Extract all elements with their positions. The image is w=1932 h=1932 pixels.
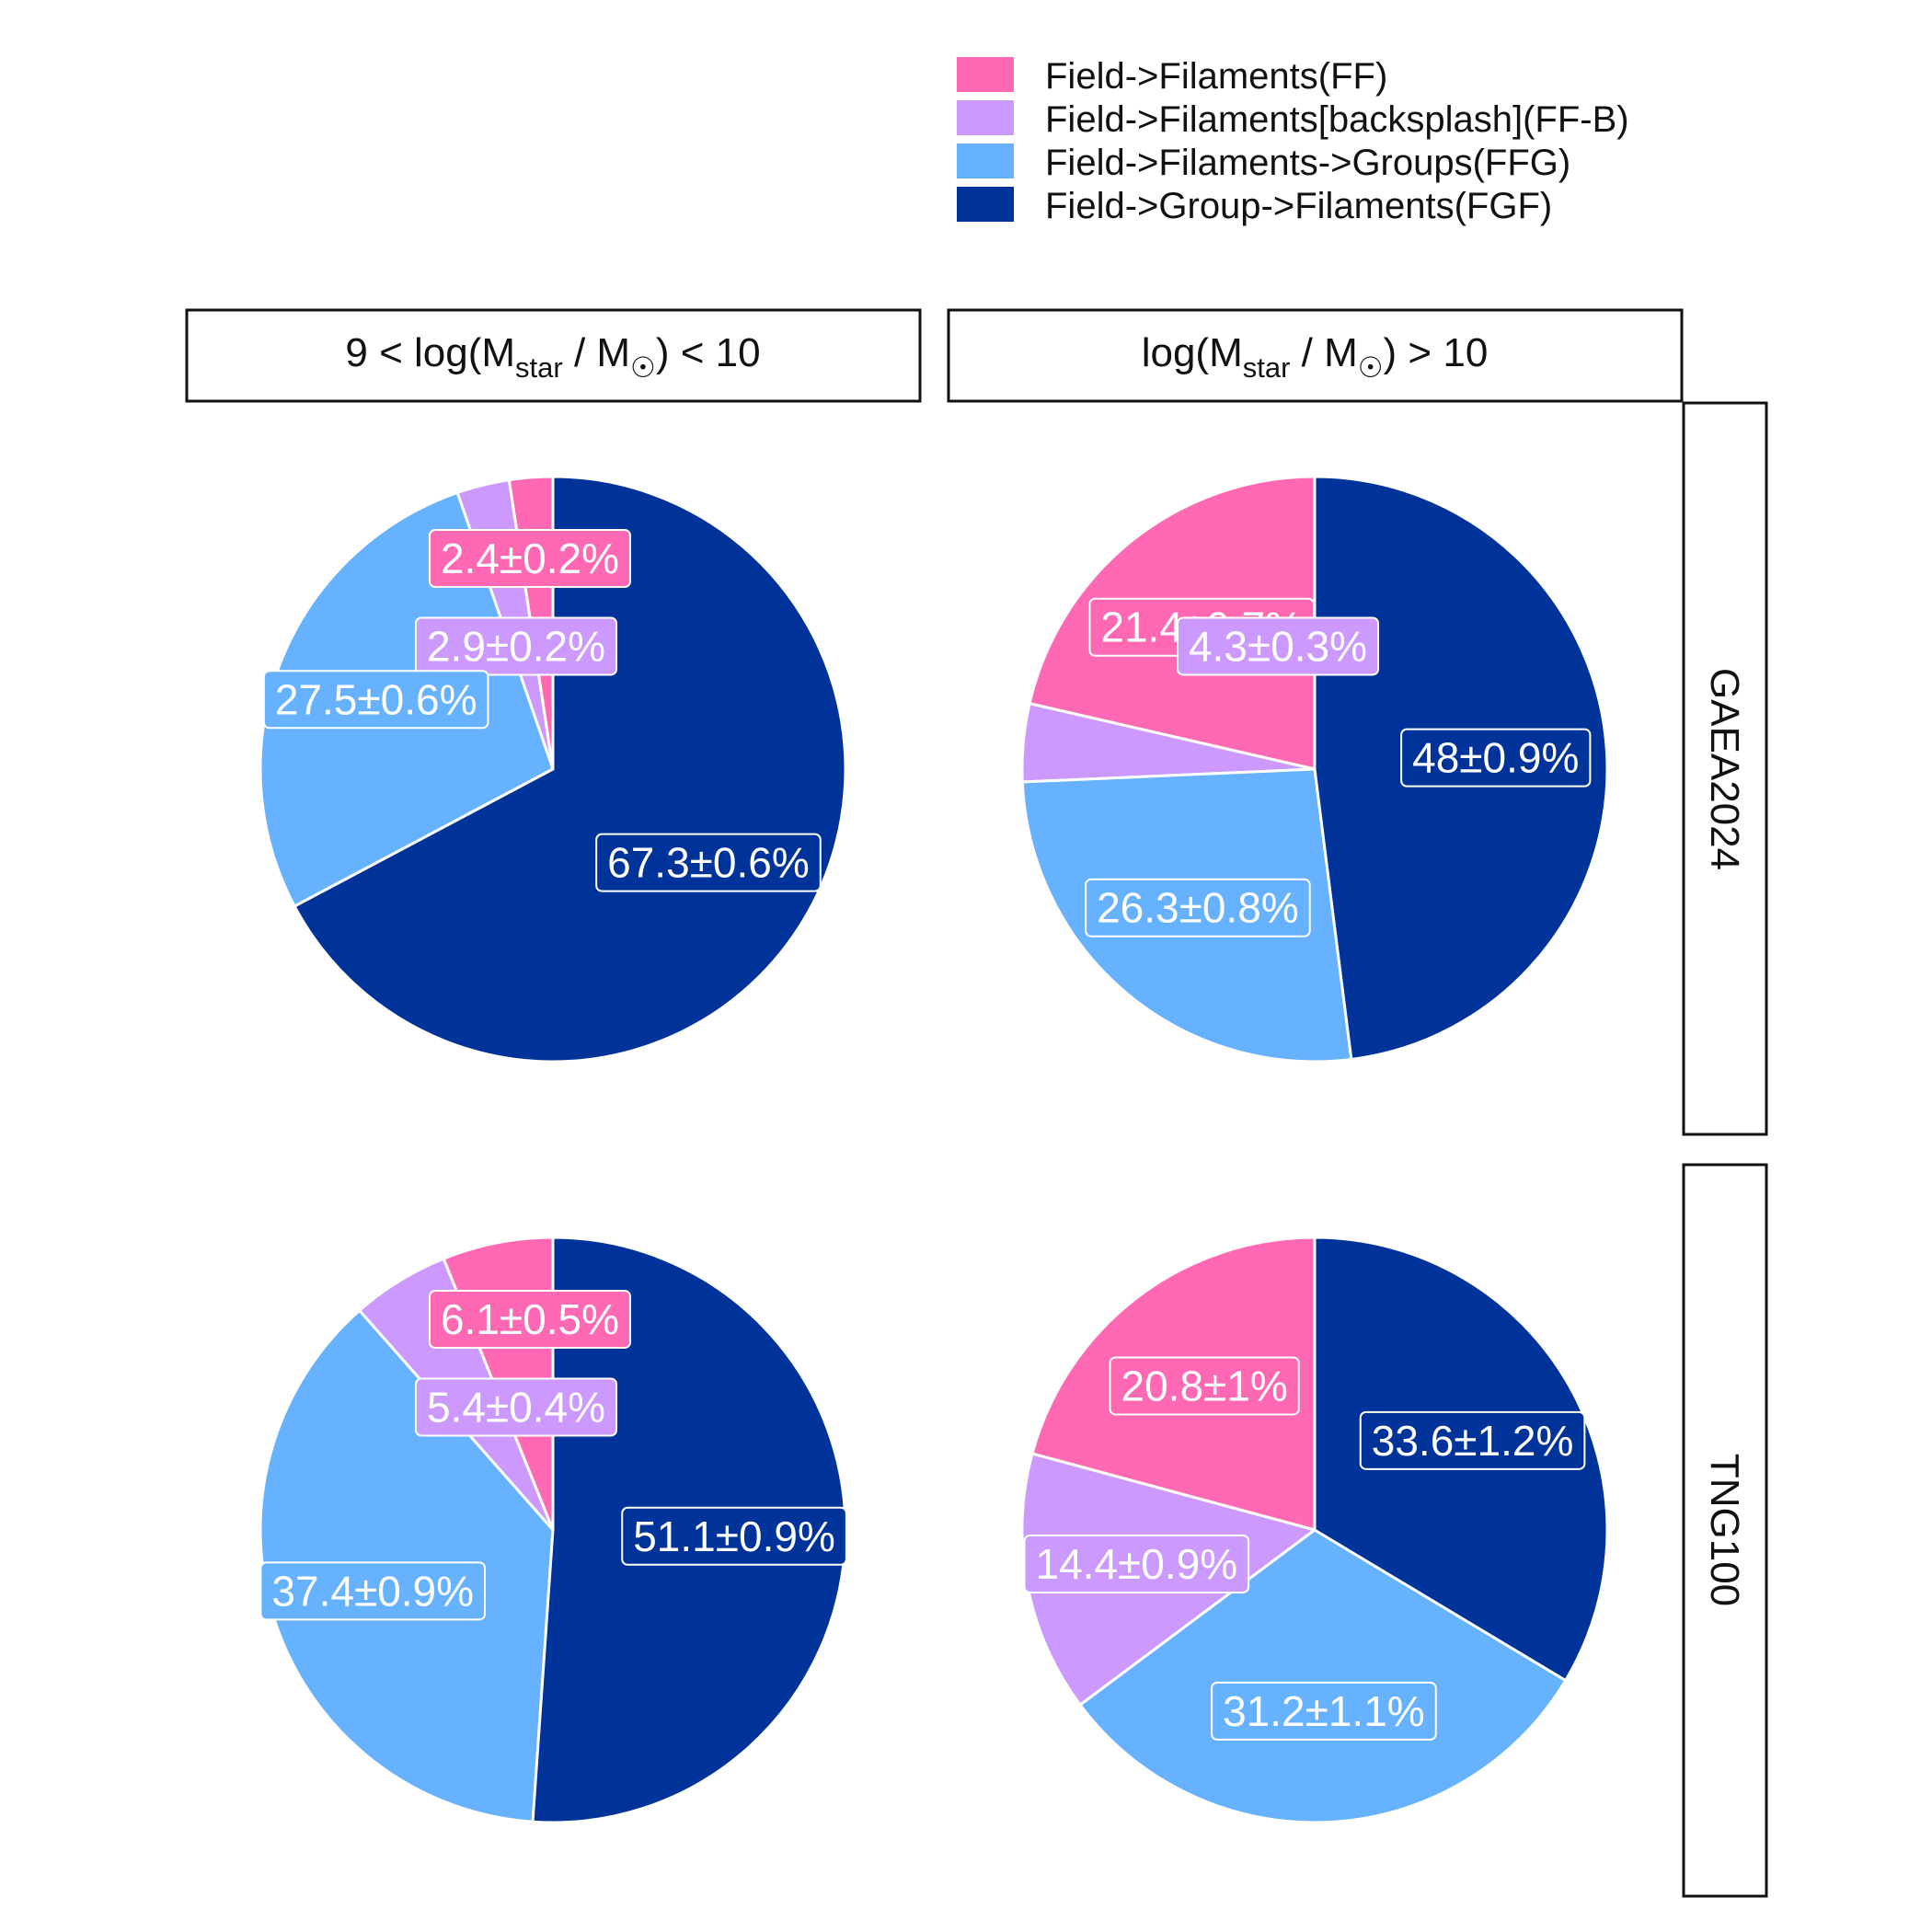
legend-key-ffg: [957, 144, 1014, 178]
pie-panels: 2.4±0.2%2.9±0.2%27.5±0.6%67.3±0.6%21.4±0…: [259, 475, 1609, 1824]
svg-text:33.6±1.2%: 33.6±1.2%: [1372, 1417, 1574, 1465]
svg-text:27.5±0.6%: 27.5±0.6%: [275, 675, 477, 723]
slice-label-ffb: 5.4±0.4%: [414, 1377, 618, 1437]
slice-label-ffb: 4.3±0.3%: [1176, 616, 1380, 676]
pie-panel-gaea2024-high-mass: 21.4±0.7%4.3±0.3%26.3±0.8%48±0.9%: [1020, 475, 1609, 1064]
svg-text:14.4±0.9%: 14.4±0.9%: [1036, 1540, 1238, 1588]
slice-label-ffg: 26.3±0.8%: [1085, 878, 1311, 937]
svg-text:31.2±1.1%: 31.2±1.1%: [1223, 1687, 1425, 1735]
slice-label-fgf: 48±0.9%: [1400, 728, 1592, 788]
svg-text:2.4±0.2%: 2.4±0.2%: [441, 535, 619, 582]
column-strip-low-mass: 9 < log(Mstar / M☉) < 10: [185, 308, 922, 403]
row-strip-tng100: TNG100: [1682, 1163, 1768, 1898]
svg-text:51.1±0.9%: 51.1±0.9%: [633, 1512, 835, 1560]
pie-slice-ffg: [1077, 1528, 1568, 1824]
legend-key-fgf: [957, 187, 1014, 222]
column-strip-low-mass-label: 9 < log(Mstar / M☉) < 10: [345, 330, 760, 384]
pie-slice-fgf: [293, 475, 847, 1064]
svg-text:26.3±0.8%: 26.3±0.8%: [1097, 884, 1299, 932]
slice-label-ffb: 14.4±0.9%: [1023, 1534, 1250, 1593]
column-strip-high-mass-label: log(Mstar / M☉) > 10: [1142, 330, 1489, 384]
pie-panel-tng100-high-mass: 20.8±1% 14.4±0.9% 31.2±1.1% 33.6±1.2%: [1020, 1236, 1609, 1824]
svg-text:5.4±0.4%: 5.4±0.4%: [427, 1383, 605, 1431]
row-strip-gaea2024: GAEA2024: [1682, 401, 1768, 1136]
slice-label-ffg: 27.5±0.6%: [262, 670, 489, 730]
svg-text:67.3±0.6%: 67.3±0.6%: [607, 839, 810, 887]
slice-label-ff: 6.1±0.5%: [428, 1290, 632, 1350]
slice-label-ffg: 37.4±0.9%: [259, 1561, 487, 1621]
svg-text:48±0.9%: 48±0.9%: [1412, 734, 1579, 782]
legend: Field->Filaments(FF) Field->Filaments[ba…: [957, 56, 1629, 226]
legend-label-ffg: Field->Filaments->Groups(FFG): [1045, 143, 1570, 183]
slice-label-fgf: 67.3±0.6%: [595, 833, 822, 892]
slice-label-ffg: 31.2±1.1%: [1211, 1681, 1437, 1741]
legend-label-fgf: Field->Group->Filaments(FGF): [1045, 186, 1552, 226]
svg-text:37.4±0.9%: 37.4±0.9%: [271, 1567, 474, 1615]
slice-label-fgf: 33.6±1.2%: [1359, 1410, 1586, 1470]
slice-label-ff: 2.4±0.2%: [428, 529, 632, 589]
slice-label-ffb: 2.9±0.2%: [414, 616, 618, 676]
legend-key-ff: [957, 57, 1014, 92]
column-strip-high-mass: log(Mstar / M☉) > 10: [947, 308, 1684, 403]
svg-text:20.8±1%: 20.8±1%: [1121, 1362, 1288, 1409]
pie-panel-gaea2024-low-mass: 2.4±0.2% 2.9±0.2% 27.5±0.6% 67.3±0.6%: [259, 475, 847, 1064]
row-strip-gaea2024-label: GAEA2024: [1702, 668, 1747, 870]
legend-label-ffb: Field->Filaments[backsplash](FF-B): [1045, 99, 1629, 140]
svg-text:2.9±0.2%: 2.9±0.2%: [427, 622, 605, 670]
slice-label-ff: 20.8±1%: [1109, 1356, 1300, 1416]
slice-label-fgf: 51.1±0.9%: [621, 1506, 847, 1566]
legend-key-ffb: [957, 100, 1014, 135]
svg-text:6.1±0.5%: 6.1±0.5%: [441, 1295, 619, 1343]
legend-label-ff: Field->Filaments(FF): [1045, 56, 1387, 97]
row-strip-tng100-label: TNG100: [1702, 1454, 1747, 1606]
pie-panel-tng100-low-mass: 6.1±0.5% 5.4±0.4% 37.4±0.9% 51.1±0.9%: [259, 1236, 847, 1824]
svg-text:4.3±0.3%: 4.3±0.3%: [1189, 622, 1367, 670]
